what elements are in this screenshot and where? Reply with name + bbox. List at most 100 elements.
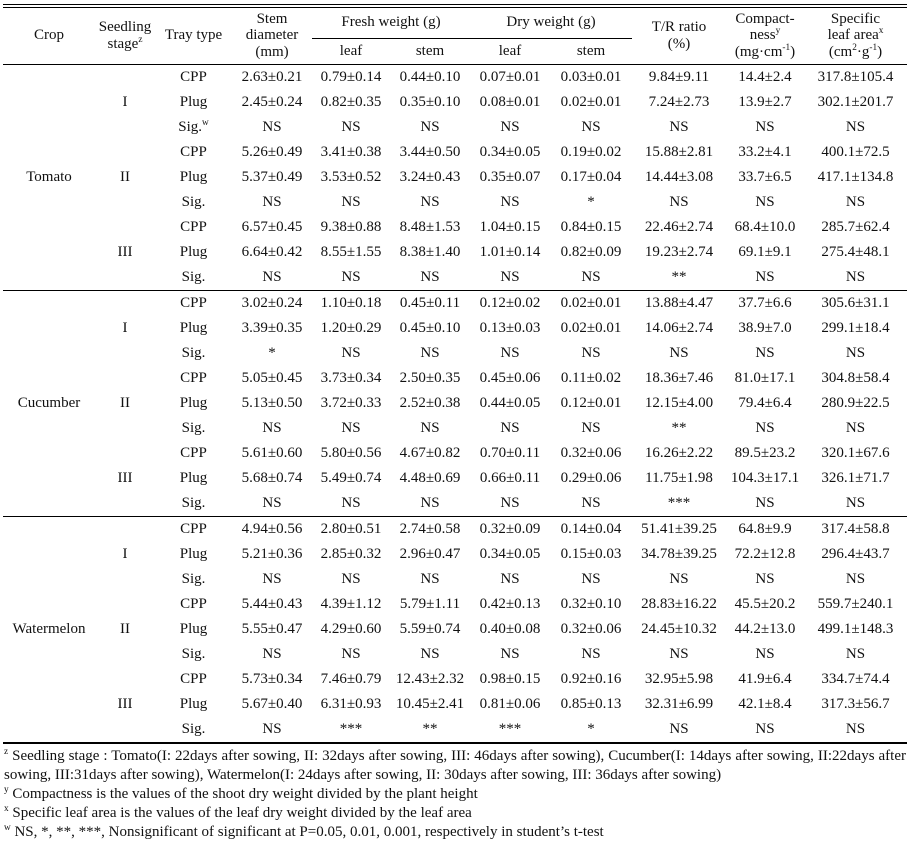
stage-cell: II [120, 168, 130, 185]
stage-cell: III [95, 666, 155, 743]
stage-cell: III [95, 214, 155, 291]
value-cell: 0.14±0.04 [560, 520, 622, 537]
value-cell: 400.1±72.5 [821, 143, 890, 160]
table-row: Plug 5.68±0.74 5.49±0.74 4.48±0.69 0.66±0.11… [3, 466, 907, 491]
table-row: Plug 5.55±0.47 4.29±0.60 5.59±0.74 0.40±0.08… [3, 617, 907, 642]
value-cell: 24.45±10.32 [641, 620, 717, 637]
value-cell: 44.2±13.0 [734, 620, 796, 637]
value-cell: NS [232, 490, 312, 517]
value-cell: 1.01±0.14 [479, 243, 541, 260]
tray-cell: Plug [179, 469, 208, 486]
value-cell: 34.78±39.25 [641, 545, 717, 562]
value-cell: 68.4±10.0 [734, 218, 796, 235]
value-cell: 317.3±56.7 [821, 695, 890, 712]
value-cell: 0.44±0.10 [399, 68, 461, 85]
value-cell: 38.9±7.0 [738, 319, 792, 336]
col-group-dry-weight: Dry weight (g) [470, 6, 632, 39]
table-row: Plug 5.13±0.50 3.72±0.33 2.52±0.38 0.44±0.05… [3, 391, 907, 416]
value-cell: 5.21±0.36 [241, 545, 303, 562]
value-cell: 37.7±6.6 [738, 294, 792, 311]
value-cell: 0.66±0.11 [479, 469, 541, 486]
value-cell: 5.61±0.60 [241, 444, 303, 461]
tray-cell: Plug [179, 695, 208, 712]
value-cell: 5.80±0.56 [320, 444, 382, 461]
value-cell: 6.64±0.42 [241, 243, 303, 260]
value-cell: NS [420, 645, 440, 662]
tray-cell: Sig. [181, 419, 206, 436]
value-cell: NS [262, 419, 282, 436]
value-cell: NS [726, 264, 804, 291]
value-cell: 326.1±71.7 [821, 469, 890, 486]
value-cell: 4.94±0.56 [241, 520, 303, 537]
value-cell: NS [845, 344, 866, 361]
tray-cell: Sig. [155, 264, 232, 291]
tray-cell: Sig. [181, 193, 206, 210]
value-cell: NS [420, 118, 440, 135]
value-cell: ** [390, 716, 470, 743]
col-seedling-stage: Seedling stagez [95, 6, 155, 65]
col-tr-ratio: T/R ratio (%) [632, 6, 726, 65]
value-cell: 12.43±2.32 [395, 670, 465, 687]
value-cell: 0.82±0.09 [560, 243, 622, 260]
value-cell: 0.44±0.05 [479, 394, 541, 411]
value-cell: *** [470, 716, 550, 743]
col-specific-leaf-area: Specific leaf areax (cm2·g-1) [804, 6, 907, 65]
table-row: Sig. NS NS NS NS * NS NS NS [3, 190, 907, 215]
value-cell: 0.98±0.15 [479, 670, 541, 687]
value-cell: 72.2±12.8 [734, 545, 796, 562]
value-cell: 0.32±0.06 [560, 620, 622, 637]
tray-cell: Sig. [155, 716, 232, 743]
stage-cell: I [122, 545, 128, 562]
value-cell: 14.06±2.74 [644, 319, 714, 336]
table-row: Sig. NS NS NS NS NS NS NS NS [3, 567, 907, 592]
tray-cell: Sig. [181, 344, 206, 361]
value-cell: 4.39±1.12 [320, 595, 382, 612]
table-row: III CPP 6.57±0.45 9.38±0.88 8.48±1.53 1.04±0.… [3, 214, 907, 291]
value-cell: 0.13±0.03 [479, 319, 541, 336]
value-cell: 6.31±0.93 [320, 695, 382, 712]
value-cell: 317.8±105.4 [817, 68, 894, 85]
value-cell: NS [341, 570, 361, 587]
col-fresh-leaf: leaf [312, 38, 390, 65]
value-cell: 0.02±0.01 [560, 319, 622, 336]
value-cell: NS [755, 344, 775, 361]
value-cell: 9.84±9.11 [648, 68, 710, 85]
col-stem-diameter: Stem diameter (mm) [232, 6, 312, 65]
value-cell: 0.29±0.06 [560, 469, 622, 486]
value-cell: NS [845, 118, 866, 135]
value-cell: NS [262, 645, 282, 662]
value-cell: 5.05±0.45 [241, 369, 303, 386]
value-cell: 7.46±0.79 [320, 670, 382, 687]
value-cell: 0.07±0.01 [479, 68, 541, 85]
value-cell: 317.4±58.8 [821, 520, 890, 537]
crop-cell: Cucumber [3, 290, 95, 517]
value-cell: 3.24±0.43 [399, 168, 461, 185]
value-cell: 0.17±0.04 [560, 168, 622, 185]
tray-cell: Plug [179, 168, 208, 185]
value-cell: NS [420, 344, 440, 361]
value-cell: NS [845, 570, 866, 587]
value-cell: 0.40±0.08 [479, 620, 541, 637]
value-cell: NS [726, 716, 804, 743]
value-cell: NS [845, 193, 866, 210]
value-cell: 64.8±9.9 [738, 520, 792, 537]
stage-cell: I [122, 319, 128, 336]
table-row: II CPP 5.44±0.43 4.39±1.12 5.79±1.11 0.42±0.1… [3, 592, 907, 637]
value-cell: NS [500, 193, 520, 210]
value-cell: NS [341, 419, 361, 436]
value-cell: NS [262, 570, 282, 587]
value-cell: 2.74±0.58 [399, 520, 461, 537]
value-cell: 499.1±148.3 [817, 620, 894, 637]
footnote-compactness: y Compactness is the values of the shoot… [4, 784, 478, 802]
value-cell: NS [420, 570, 440, 587]
value-cell: 3.41±0.38 [320, 143, 382, 160]
value-cell: 334.7±74.4 [821, 670, 890, 687]
results-table: Crop Seedling stagez Tray type Stem diam… [3, 4, 907, 744]
value-cell: 2.52±0.38 [399, 394, 461, 411]
value-cell: 51.41±39.25 [641, 520, 717, 537]
value-cell: 305.6±31.1 [821, 294, 890, 311]
value-cell: NS [669, 645, 689, 662]
crop-cell: Watermelon [3, 516, 95, 743]
value-cell: 13.9±2.7 [738, 93, 792, 110]
tray-cell: Plug [179, 545, 208, 562]
